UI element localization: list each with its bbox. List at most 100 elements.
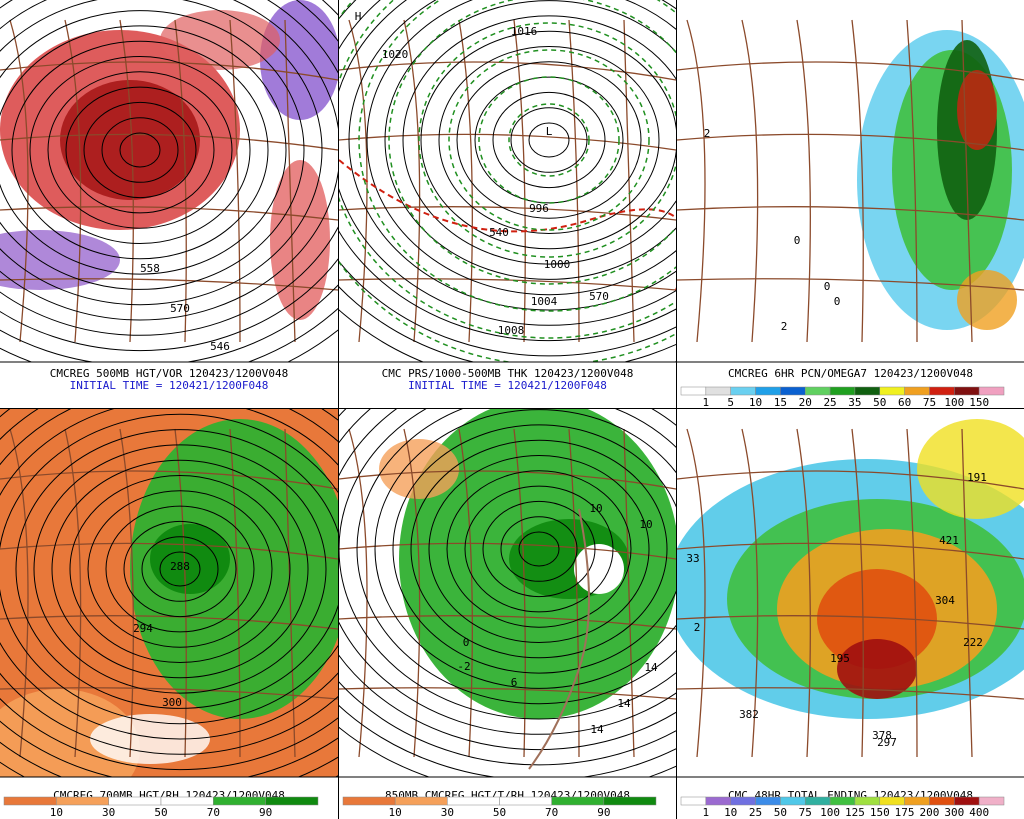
contour [339, 409, 676, 720]
contour [0, 10, 305, 290]
border-line [741, 428, 759, 758]
border-line [284, 428, 296, 758]
border-line [348, 428, 368, 758]
colorbar-label: 50 [154, 806, 167, 819]
border-line [677, 61, 1024, 81]
contour [474, 76, 624, 204]
colorbar-label: 90 [259, 806, 272, 819]
colorbar-label: 10 [724, 806, 737, 819]
colorbar-label: 1 [703, 806, 710, 819]
border-line [64, 428, 82, 758]
colorbar-label: 20 [799, 396, 812, 408]
field-area [0, 230, 120, 290]
colorbar-swatch [804, 386, 831, 396]
contour-label: 0 [824, 280, 831, 293]
contour [15, 429, 338, 709]
field-area [837, 639, 917, 699]
contour [0, 25, 287, 275]
contour [339, 0, 676, 357]
contour [65, 86, 215, 214]
contour [141, 536, 219, 602]
border-line [677, 687, 1024, 700]
thickness-line [418, 22, 676, 258]
contour [0, 0, 338, 336]
colorbar-label: 70 [545, 806, 558, 819]
border-line [119, 428, 134, 758]
border-line [568, 428, 580, 758]
panel-caption: CMCREG 500MB HGT/VOR 120423/1200V048 [50, 367, 288, 380]
colorbar-label: 200 [920, 806, 940, 819]
border-line [0, 61, 338, 81]
colorbar-label: 10 [749, 396, 762, 408]
contour [11, 40, 269, 260]
border-line [403, 428, 421, 758]
thickness-line [448, 49, 650, 231]
colorbar-swatch [978, 796, 1005, 806]
border-line [339, 542, 676, 560]
colorbar-label: 75 [923, 396, 936, 408]
contour [482, 500, 596, 598]
map-panel: 102410161020100010041008996540570HLCMC P… [339, 0, 676, 408]
contour [374, 409, 676, 689]
contour-label: 14 [590, 723, 604, 736]
colorbar-label: 70 [207, 806, 220, 819]
colorbar-label: 15 [774, 396, 787, 408]
contour-label: 0 [463, 636, 470, 649]
colorbar-swatch [730, 386, 756, 396]
thickness-line [339, 0, 676, 339]
thickness-line [339, 159, 676, 290]
contour [159, 551, 201, 587]
contour [428, 455, 650, 643]
border-line [677, 278, 1024, 291]
contour [0, 409, 338, 755]
border-line [796, 19, 811, 343]
contour [446, 470, 632, 628]
contour-label: 2 [781, 320, 788, 333]
border-line [339, 470, 676, 490]
contour-label: 6 [511, 676, 518, 689]
contour-label: -2 [457, 660, 470, 673]
field-area [917, 419, 1024, 519]
border-line [623, 19, 635, 343]
colorbar-label: 50 [774, 806, 787, 819]
contour-label: 14 [617, 697, 631, 710]
contour [105, 505, 255, 633]
contour-label: H [355, 10, 362, 23]
contour [123, 520, 237, 618]
field-area [150, 524, 230, 594]
contour-label: 2 [694, 621, 701, 634]
border-line [677, 133, 1024, 151]
border-line [961, 19, 973, 343]
contour-label: 222 [963, 636, 983, 649]
colorbar-swatch [804, 796, 831, 806]
contour-label: 546 [210, 340, 230, 353]
border-line [458, 428, 473, 758]
colorbar-swatch [265, 796, 319, 806]
contour [356, 409, 676, 705]
contour-label: 996 [529, 202, 549, 215]
contour [0, 413, 338, 725]
contour [528, 122, 570, 158]
contour [420, 30, 676, 250]
contour-label: 0 [834, 295, 841, 308]
contour [518, 531, 560, 567]
field-area [130, 419, 338, 719]
border-line [229, 428, 241, 758]
border-line [0, 278, 338, 291]
colorbar-swatch [342, 796, 396, 806]
border-line [686, 19, 706, 343]
contour-label: 33 [686, 552, 699, 565]
border-line [119, 19, 134, 343]
contour [384, 0, 676, 280]
field-area [957, 70, 997, 150]
contour [500, 516, 578, 582]
colorbar-label: 35 [848, 396, 861, 408]
field-area [817, 569, 937, 669]
contour-label: 378 [872, 729, 892, 742]
contour-label: 288 [170, 560, 190, 573]
border-line [339, 61, 676, 81]
colorbar-swatch [829, 386, 856, 396]
colorbar-label: 100 [944, 396, 964, 408]
